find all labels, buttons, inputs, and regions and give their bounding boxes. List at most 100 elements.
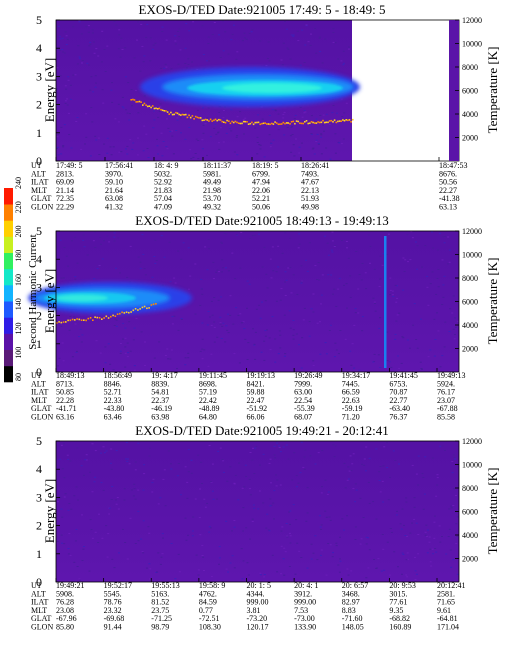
noise-pixel xyxy=(455,523,458,525)
noise-pixel xyxy=(452,295,455,297)
noise-pixel xyxy=(401,508,404,510)
table-cell: 3.81 xyxy=(247,606,261,615)
table-cell: 9.61 xyxy=(437,606,451,615)
noise-pixel xyxy=(453,456,456,458)
noise-pixel xyxy=(133,488,136,490)
noise-pixel xyxy=(160,235,163,237)
noise-pixel xyxy=(220,338,223,339)
noise-pixel xyxy=(277,125,280,126)
noise-pixel xyxy=(203,349,206,351)
noise-pixel xyxy=(426,286,429,288)
noise-pixel xyxy=(305,24,308,26)
noise-pixel xyxy=(379,255,382,257)
temperature-point xyxy=(213,119,215,122)
noise-pixel xyxy=(61,49,64,50)
noise-pixel xyxy=(266,287,269,289)
noise-pixel xyxy=(374,302,376,304)
noise-pixel xyxy=(239,267,242,269)
noise-pixel xyxy=(204,506,207,508)
noise-pixel xyxy=(174,43,177,45)
noise-pixel xyxy=(383,569,386,571)
noise-pixel xyxy=(303,456,306,458)
table-cell: -69.68 xyxy=(104,614,125,623)
noise-pixel xyxy=(349,455,352,457)
table-cell: 5908. xyxy=(56,589,74,598)
table-cell: 18:26:41 xyxy=(301,161,329,170)
noise-pixel xyxy=(184,466,187,468)
noise-pixel xyxy=(218,34,221,36)
noise-pixel xyxy=(176,368,178,370)
noise-pixel xyxy=(110,468,113,470)
temperature-point xyxy=(203,119,205,121)
noise-pixel xyxy=(125,76,127,78)
table-cell: 19:55:13 xyxy=(151,581,179,590)
noise-pixel xyxy=(275,441,278,443)
temperature-point xyxy=(229,122,232,125)
temperature-point xyxy=(315,122,318,124)
noise-pixel xyxy=(208,445,211,446)
temperature-point xyxy=(142,104,144,106)
temperature-point xyxy=(180,114,182,116)
noise-pixel xyxy=(263,246,266,248)
noise-pixel xyxy=(219,316,222,318)
noise-pixel xyxy=(305,25,308,27)
noise-pixel xyxy=(284,232,287,234)
temperature-point xyxy=(56,322,58,324)
table-cell: 5032. xyxy=(154,169,172,178)
noise-pixel xyxy=(156,145,159,147)
noise-pixel xyxy=(373,301,376,303)
noise-pixel xyxy=(271,316,274,318)
noise-pixel xyxy=(402,257,405,259)
noise-pixel xyxy=(153,357,156,359)
noise-pixel xyxy=(76,117,79,118)
noise-pixel xyxy=(386,442,388,444)
noise-pixel xyxy=(372,501,375,503)
noise-pixel xyxy=(429,283,432,285)
temperature-point xyxy=(148,105,151,107)
noise-pixel xyxy=(115,450,118,452)
table-cell: 20:12:41 xyxy=(437,581,465,590)
noise-pixel xyxy=(251,459,254,461)
noise-pixel xyxy=(90,529,93,531)
noise-pixel xyxy=(68,112,70,114)
noise-pixel xyxy=(167,450,170,452)
energy-tick-label: 2 xyxy=(36,98,42,112)
table-row-label: UT xyxy=(31,581,42,590)
noise-pixel xyxy=(304,44,307,46)
noise-pixel xyxy=(95,340,98,342)
noise-pixel xyxy=(201,139,204,141)
noise-pixel xyxy=(415,473,418,475)
noise-pixel xyxy=(227,571,229,573)
noise-pixel xyxy=(81,334,84,336)
noise-pixel xyxy=(209,136,212,138)
noise-pixel xyxy=(202,132,205,134)
noise-pixel xyxy=(415,522,418,524)
noise-pixel xyxy=(318,36,321,38)
noise-pixel xyxy=(209,527,212,529)
noise-pixel xyxy=(266,58,269,59)
temperature-point xyxy=(247,123,250,125)
noise-pixel xyxy=(222,120,225,122)
noise-pixel xyxy=(74,74,77,76)
noise-pixel xyxy=(128,281,131,283)
noise-pixel xyxy=(63,496,66,498)
table-cell: 9.35 xyxy=(389,606,403,615)
noise-pixel xyxy=(317,262,320,264)
noise-pixel xyxy=(211,463,214,465)
temperature-tick-label: 4000 xyxy=(462,110,478,119)
noise-pixel xyxy=(438,232,441,234)
noise-pixel xyxy=(317,143,320,145)
table-cell: 148.05 xyxy=(342,623,364,632)
noise-pixel xyxy=(129,350,132,352)
noise-pixel xyxy=(448,508,451,510)
noise-pixel xyxy=(178,571,181,573)
noise-pixel xyxy=(432,553,435,555)
noise-pixel xyxy=(69,460,72,462)
noise-pixel xyxy=(396,297,399,299)
noise-pixel xyxy=(395,514,398,516)
table-cell: 21.83 xyxy=(154,186,172,195)
noise-pixel xyxy=(99,352,102,354)
noise-pixel xyxy=(56,365,59,367)
table-row-label: ALT xyxy=(31,589,46,598)
noise-pixel xyxy=(449,549,452,551)
